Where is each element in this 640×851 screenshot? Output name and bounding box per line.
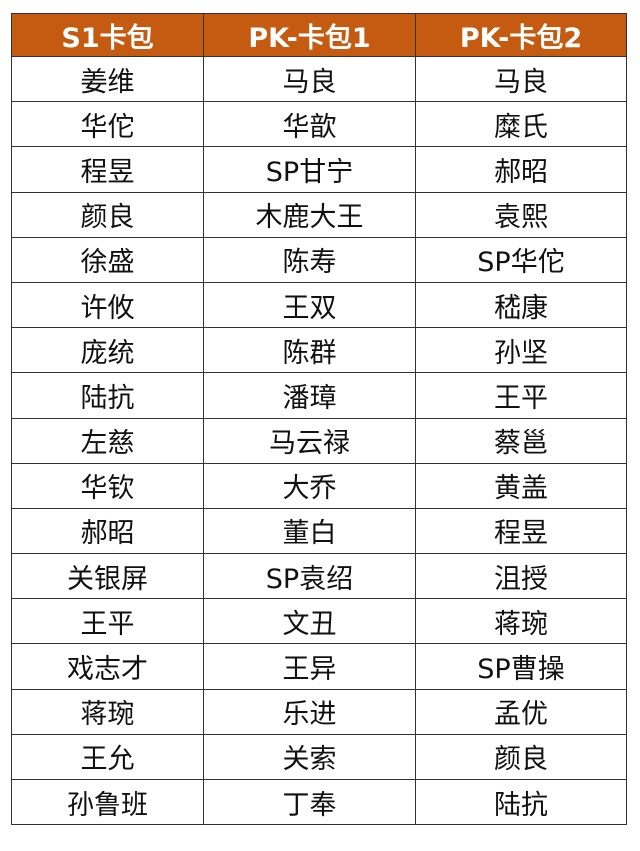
table-row: 王允 关索 颜良 — [11, 733, 627, 781]
table-cell: 左慈 — [11, 417, 204, 464]
table-cell: 马良 — [203, 55, 416, 103]
table-cell: 董白 — [203, 507, 416, 555]
table-cell: 华歆 — [203, 101, 416, 148]
table-cell: 蒋琬 — [415, 598, 627, 645]
header-s1-pack: S1卡包 — [11, 13, 204, 57]
table-cell: 乐进 — [203, 688, 416, 735]
table-row: 郝昭 董白 程昱 — [11, 507, 627, 555]
table-body: 姜维 马良 马良 华佗 华歆 糜氏 程昱 SP甘宁 郝昭 颜良 木鹿大王 袁熙 徐盛 陈寿 SP华佗 许攸 王双… — [11, 55, 627, 826]
table-cell: 戏志才 — [11, 643, 204, 690]
table-cell: 庞统 — [11, 327, 204, 374]
table-cell: 孟优 — [415, 688, 627, 735]
table-cell: 嵇康 — [415, 281, 627, 329]
table-cell: SP华佗 — [415, 236, 627, 283]
table-cell: SP曹操 — [415, 643, 627, 690]
table-row: 程昱 SP甘宁 郝昭 — [11, 146, 627, 193]
header-pk-pack-1: PK-卡包1 — [203, 13, 416, 57]
table-cell: 颜良 — [415, 733, 627, 781]
table-cell: 孙鲁班 — [11, 778, 204, 826]
table-row: 徐盛 陈寿 SP华佗 — [11, 236, 627, 283]
table-cell: 袁熙 — [415, 191, 627, 238]
table-cell: 华佗 — [11, 101, 204, 148]
table-cell: 文丑 — [203, 598, 416, 645]
table-cell: 糜氏 — [415, 101, 627, 148]
table-row: 华佗 华歆 糜氏 — [11, 101, 627, 148]
table-row: 关银屏 SP袁绍 沮授 — [11, 553, 627, 600]
table-cell: 王异 — [203, 643, 416, 690]
header-row: S1卡包 PK-卡包1 PK-卡包2 — [11, 13, 627, 57]
table-cell: 王双 — [203, 281, 416, 329]
table-cell: 陆抗 — [11, 372, 204, 419]
table-cell: 蒋琬 — [11, 688, 204, 735]
table-row: 陆抗 潘璋 王平 — [11, 372, 627, 419]
table-cell: 陆抗 — [415, 778, 627, 826]
table-row: 孙鲁班 丁奉 陆抗 — [11, 778, 627, 826]
card-pack-table: S1卡包 PK-卡包1 PK-卡包2 姜维 马良 马良 华佗 华歆 糜氏 程昱 SP甘宁 郝昭颜… — [11, 13, 627, 826]
table-cell: 关索 — [203, 733, 416, 781]
table-cell: 沮授 — [415, 553, 627, 600]
table-row: 颜良 木鹿大王 袁熙 — [11, 191, 627, 238]
table-cell: 马云禄 — [203, 417, 416, 464]
table-cell: 蔡邕 — [415, 417, 627, 464]
table-row: 左慈 马云禄 蔡邕 — [11, 417, 627, 464]
table-row: 王平 文丑 蒋琬 — [11, 598, 627, 645]
table-cell: 关银屏 — [11, 553, 204, 600]
table-cell: 郝昭 — [11, 507, 204, 555]
table-cell: SP甘宁 — [203, 146, 416, 193]
table-cell: 大乔 — [203, 462, 416, 509]
table-cell: 华钦 — [11, 462, 204, 509]
table-cell: 郝昭 — [415, 146, 627, 193]
table-cell: 孙坚 — [415, 327, 627, 374]
table-cell: 颜良 — [11, 191, 204, 238]
table-cell: 许攸 — [11, 281, 204, 329]
table-cell: 姜维 — [11, 55, 204, 103]
table-cell: 程昱 — [415, 507, 627, 555]
table-row: 姜维 马良 马良 — [11, 55, 627, 103]
header-pk-pack-2: PK-卡包2 — [415, 13, 627, 57]
table-cell: 陈群 — [203, 327, 416, 374]
table-cell: 王平 — [415, 372, 627, 419]
table-cell: 徐盛 — [11, 236, 204, 283]
table-cell: 黄盖 — [415, 462, 627, 509]
table-row: 戏志才 王异 SP曹操 — [11, 643, 627, 690]
table-row: 华钦 大乔 黄盖 — [11, 462, 627, 509]
table-cell: 王允 — [11, 733, 204, 781]
table-row: 蒋琬 乐进 孟优 — [11, 688, 627, 735]
table-cell: 陈寿 — [203, 236, 416, 283]
table-cell: 木鹿大王 — [203, 191, 416, 238]
table-row: 许攸 王双 嵇康 — [11, 281, 627, 329]
table-cell: 程昱 — [11, 146, 204, 193]
table-row: 庞统 陈群 孙坚 — [11, 327, 627, 374]
table-cell: 马良 — [415, 55, 627, 103]
table-cell: 王平 — [11, 598, 204, 645]
table-cell: 丁奉 — [203, 778, 416, 826]
table-cell: 潘璋 — [203, 372, 416, 419]
table-cell: SP袁绍 — [203, 553, 416, 600]
